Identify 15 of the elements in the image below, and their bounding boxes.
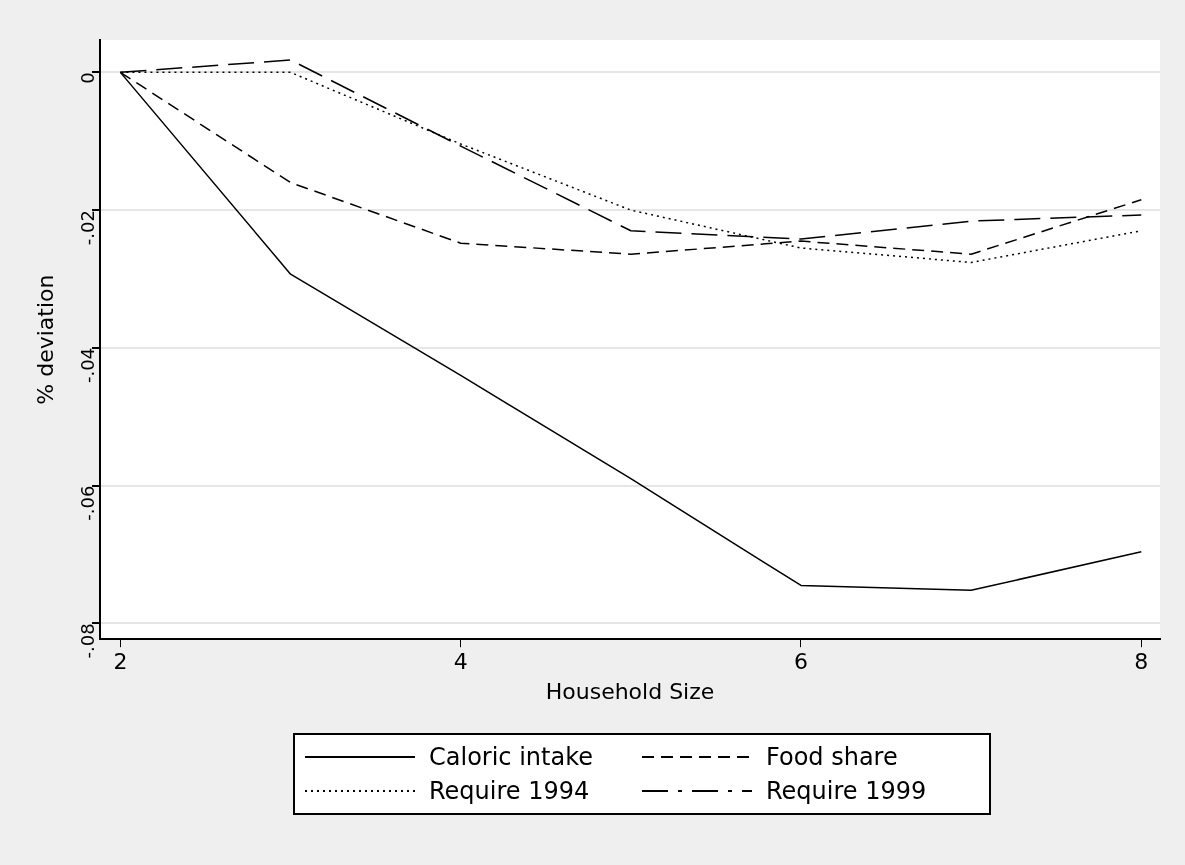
- x-axis-title: Household Size: [545, 678, 715, 704]
- legend-label: Require 1994: [429, 777, 590, 805]
- x-tick-label: 6: [794, 649, 808, 675]
- y-tick-label: 0: [76, 72, 98, 84]
- y-tick-label: -.04: [76, 347, 98, 383]
- legend-label: Require 1999: [766, 777, 927, 805]
- x-tick-label: 8: [1134, 649, 1149, 675]
- y-tick-label: -.02: [76, 210, 98, 246]
- x-tick-label: 2: [113, 649, 128, 675]
- legend-label: Caloric intake: [429, 743, 593, 771]
- x-tick-label: 4: [453, 649, 468, 675]
- y-tick-label: -.06: [76, 485, 98, 521]
- y-tick-label: -.08: [76, 623, 98, 659]
- legend-label: Food share: [766, 743, 898, 771]
- y-axis-title: % deviation: [32, 274, 58, 405]
